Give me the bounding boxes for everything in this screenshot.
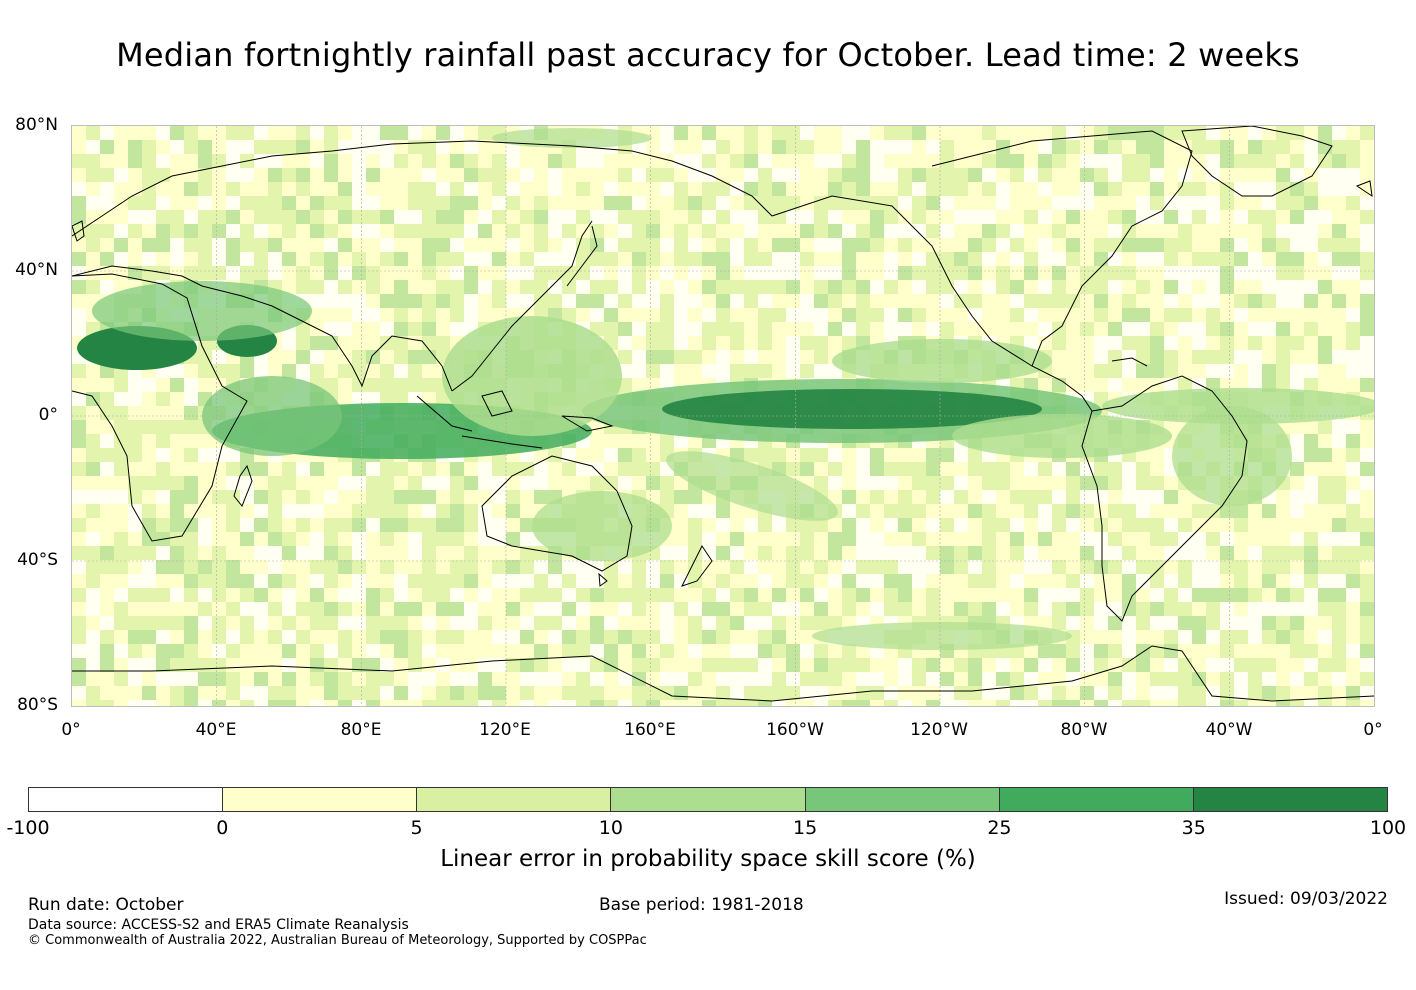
lat-label-80n: 80°N xyxy=(15,115,58,135)
lon-label-40w: 40°W xyxy=(1205,720,1253,740)
lon-label-80w: 80°W xyxy=(1060,720,1108,740)
colorbar-tick-label: 5 xyxy=(410,817,423,839)
lon-label-0-east: 0° xyxy=(1363,720,1383,740)
data-source: Data source: ACCESS-S2 and ERA5 Climate … xyxy=(28,917,409,933)
graticule xyxy=(72,126,1374,706)
colorbar-segment xyxy=(223,788,418,811)
colorbar-segment xyxy=(611,788,806,811)
colorbar-segment xyxy=(1193,788,1387,811)
colorbar-tick-label: 0 xyxy=(216,817,229,839)
colorbar-tick-label: 25 xyxy=(987,817,1012,839)
colorbar-segment xyxy=(417,788,612,811)
lat-label-40n: 40°N xyxy=(15,260,58,280)
coastlines xyxy=(72,126,1374,702)
lon-label-80e: 80°E xyxy=(340,720,382,740)
colorbar-tick-label: 35 xyxy=(1181,817,1206,839)
colorbar-segment xyxy=(29,788,224,811)
issued-date: Issued: 09/03/2022 xyxy=(1224,889,1388,909)
lon-label-0-west: 0° xyxy=(61,720,81,740)
colorbar-tick-label: -100 xyxy=(6,817,50,839)
skill-map xyxy=(71,125,1375,707)
lon-label-40e: 40°E xyxy=(195,720,237,740)
colorbar-tick-label: 15 xyxy=(793,817,818,839)
copyright: © Commonwealth of Australia 2022, Austra… xyxy=(28,933,647,948)
lat-label-40s: 40°S xyxy=(17,550,58,570)
colorbar-tick-label: 10 xyxy=(598,817,623,839)
lat-label-equator: 0° xyxy=(38,405,58,425)
lat-label-80s: 80°S xyxy=(17,695,58,715)
base-period: Base period: 1981-2018 xyxy=(599,895,804,915)
run-date: Run date: October xyxy=(28,895,184,915)
colorbar-segment xyxy=(999,788,1194,811)
colorbar-segment xyxy=(805,788,1000,811)
skill-score-patterns xyxy=(77,128,1374,650)
lon-label-160w: 160°W xyxy=(766,720,824,740)
map-title: Median fortnightly rainfall past accurac… xyxy=(116,36,1300,74)
lon-label-120e: 120°E xyxy=(479,720,531,740)
lon-label-160e: 160°E xyxy=(624,720,676,740)
colorbar-tick-label: 100 xyxy=(1369,817,1407,839)
colorbar-label: Linear error in probability space skill … xyxy=(440,846,976,872)
lon-label-120w: 120°W xyxy=(910,720,968,740)
skill-map-canvas xyxy=(72,126,1374,706)
colorbar xyxy=(28,787,1388,812)
